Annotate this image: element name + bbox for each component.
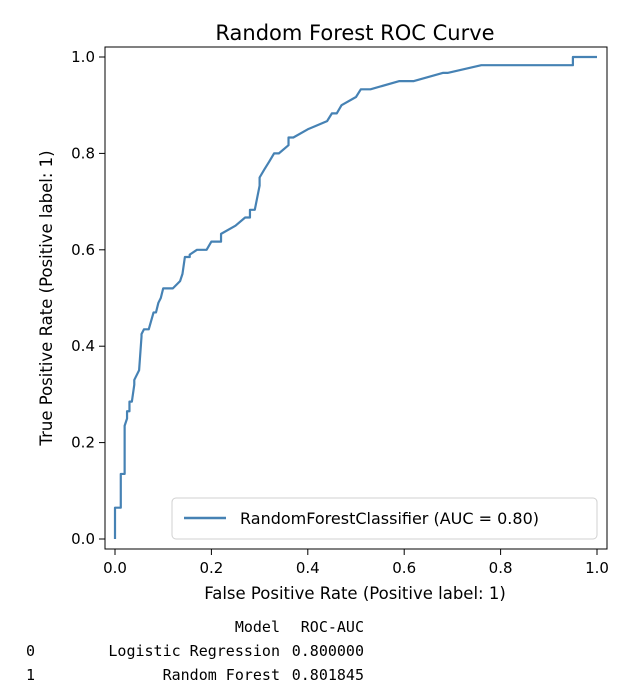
results-table: Model ROC-AUC 0 Logistic Regression 0.80… [0,615,364,687]
table-row: 1 Random Forest 0.801845 [0,663,364,687]
x-tick-label: 0.8 [489,559,513,577]
x-tick-label: 0.2 [199,559,223,577]
x-axis-ticks: 0.0 0.2 0.4 0.6 0.8 1.0 [103,549,609,577]
y-tick-label: 0.0 [71,530,95,548]
y-tick-label: 0.2 [71,434,95,452]
table-header-index [0,615,76,639]
roc-curve-line [113,55,597,539]
row-model: Logistic Regression [108,642,280,660]
y-tick-label: 1.0 [71,48,95,66]
row-model: Random Forest [162,666,280,684]
row-index: 1 [26,666,36,684]
y-tick-label: 0.4 [71,337,95,355]
series-layer [113,55,597,539]
plot-frame [104,46,608,550]
x-tick-label: 0.6 [392,559,416,577]
y-axis-ticks: 0.0 0.2 0.4 0.6 0.8 1.0 [71,48,105,548]
row-roc-auc: 0.800000 [291,642,364,660]
roc-chart: Random Forest ROC Curve 0.0 0.2 0.4 0.6 0.8 1… [37,21,609,603]
row-index: 0 [26,642,36,660]
legend-label: RandomForestClassifier (AUC = 0.80) [240,509,539,528]
y-tick-label: 0.8 [71,144,95,162]
x-axis-label: False Positive Rate (Positive label: 1) [204,584,506,603]
legend-box [171,497,598,540]
x-tick-label: 1.0 [585,559,609,577]
table-header-model: Model [234,618,280,636]
chart-title: Random Forest ROC Curve [215,21,494,45]
table-header-roc-auc: ROC-AUC [300,618,364,636]
table-header-row: Model ROC-AUC [0,615,364,639]
table-row: 0 Logistic Regression 0.800000 [0,639,364,663]
x-tick-label: 0.0 [103,559,127,577]
plot-area [104,46,608,550]
y-tick-label: 0.6 [71,241,95,259]
y-axis-label: True Positive Rate (Positive label: 1) [37,150,56,446]
x-tick-label: 0.4 [296,559,320,577]
row-roc-auc: 0.801845 [291,666,364,684]
legend: RandomForestClassifier (AUC = 0.80) [171,497,598,540]
